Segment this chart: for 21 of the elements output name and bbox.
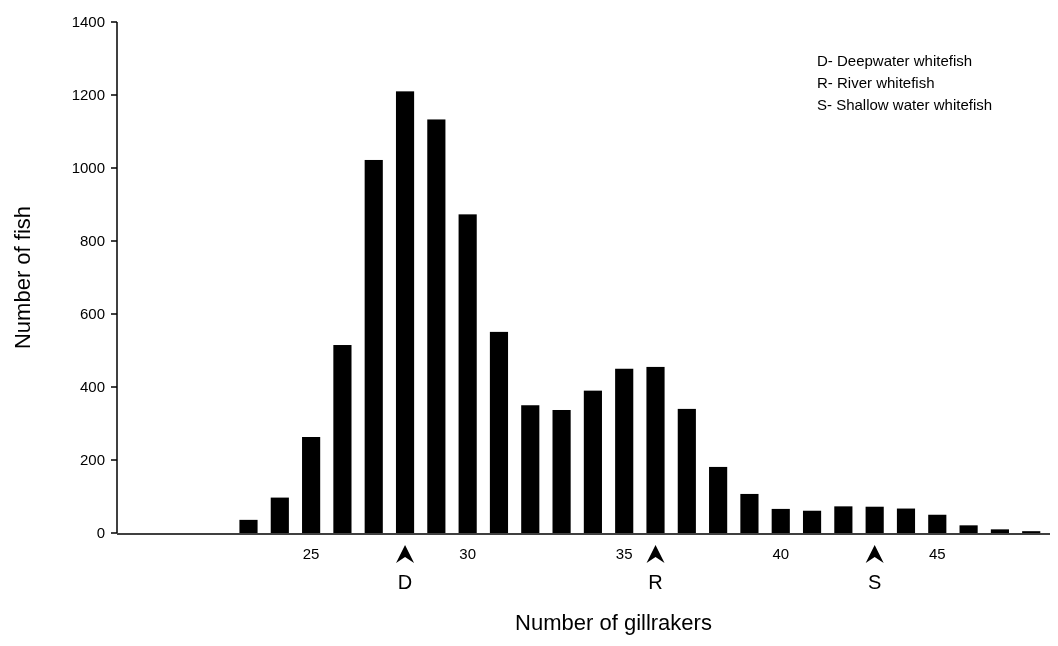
y-tick-label: 1400: [71, 13, 105, 31]
y-tick-label: 600: [79, 305, 105, 323]
annotation: D- Deepwater whitefish: [817, 52, 973, 69]
x-tick-label: 45: [928, 545, 946, 562]
y-tick-label: 800: [79, 232, 105, 250]
x-tick-label: 25: [302, 545, 320, 562]
annotation: S- Shallow water whitefish: [817, 96, 993, 113]
annotation: S: [868, 571, 882, 593]
annotation: D: [397, 571, 413, 593]
annotation: R: [648, 571, 663, 593]
y-tick-label: 400: [79, 378, 105, 396]
annotation: R- River whitefish: [817, 74, 935, 91]
y-tick-label: 200: [79, 451, 105, 469]
y-tick-label: 1200: [71, 86, 105, 104]
x-axis-title: Number of gillrakers: [515, 610, 712, 635]
x-tick-label: 40: [772, 545, 790, 562]
x-tick-label: 35: [615, 545, 633, 562]
y-axis-title: Number of fish: [10, 205, 35, 350]
y-tick-label: 0: [96, 524, 105, 542]
x-tick-label: 30: [459, 545, 476, 562]
y-tick-label: 1000: [71, 159, 105, 177]
